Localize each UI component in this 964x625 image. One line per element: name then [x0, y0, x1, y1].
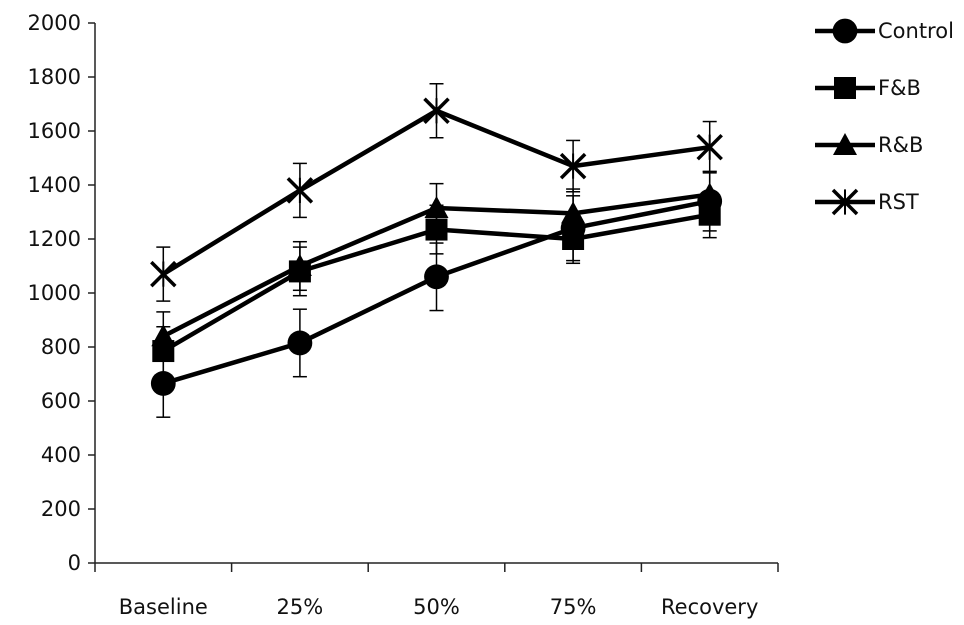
- legend-item-rst: RST: [815, 188, 919, 216]
- data-point: [696, 133, 723, 161]
- legend-item-r-b: R&B: [815, 133, 923, 157]
- y-tick-label: 1400: [28, 173, 81, 197]
- legend-marker: [833, 133, 857, 155]
- legend-marker: [834, 77, 856, 99]
- legend-label: F&B: [878, 76, 921, 100]
- y-tick-label: 800: [41, 335, 81, 359]
- y-tick-label: 1600: [28, 119, 81, 143]
- y-tick-label: 600: [41, 389, 81, 413]
- legend-label: RST: [878, 190, 919, 214]
- data-point: [287, 330, 313, 356]
- data-point: [561, 201, 586, 224]
- legend-label: Control: [878, 19, 954, 43]
- series-rst: [150, 83, 723, 302]
- data-point: [423, 97, 450, 124]
- y-tick-label: 0: [68, 551, 81, 575]
- x-tick-label: 25%: [277, 595, 324, 619]
- series-layer: [150, 83, 723, 418]
- data-point: [287, 254, 312, 276]
- y-tick-label: 400: [41, 443, 81, 467]
- x-tick-label: Baseline: [119, 595, 208, 619]
- x-axis-ticks: Baseline 25% 50% 75% Recovery: [94, 563, 779, 619]
- data-point: [424, 195, 449, 218]
- data-point: [151, 324, 176, 347]
- y-tick-label: 200: [41, 497, 81, 521]
- data-point: [697, 182, 722, 205]
- legend-label: R&B: [878, 133, 923, 157]
- y-tick-label: 1200: [28, 227, 81, 251]
- legend-marker: [831, 188, 859, 216]
- x-tick-label: 75%: [550, 595, 597, 619]
- legend-item-control: Control: [815, 18, 954, 44]
- x-tick-label: Recovery: [661, 595, 758, 619]
- legend-item-f-b: F&B: [815, 76, 921, 100]
- legend: Control F&B R&B RST: [815, 18, 954, 216]
- data-point: [562, 228, 585, 250]
- data-point: [559, 152, 587, 180]
- y-tick-label: 1000: [28, 281, 81, 305]
- legend-marker: [832, 18, 858, 44]
- data-point: [286, 177, 314, 204]
- x-tick-label: 50%: [413, 595, 460, 619]
- data-point: [150, 371, 176, 396]
- y-tick-label: 1800: [28, 65, 81, 89]
- y-tick-label: 2000: [28, 11, 81, 35]
- data-point: [424, 264, 449, 290]
- data-point: [150, 260, 177, 288]
- series-r-b: [151, 170, 722, 362]
- y-axis-ticks: 0 200 400 600 800 1000 1200 1400 1600 1800 2000: [28, 11, 95, 575]
